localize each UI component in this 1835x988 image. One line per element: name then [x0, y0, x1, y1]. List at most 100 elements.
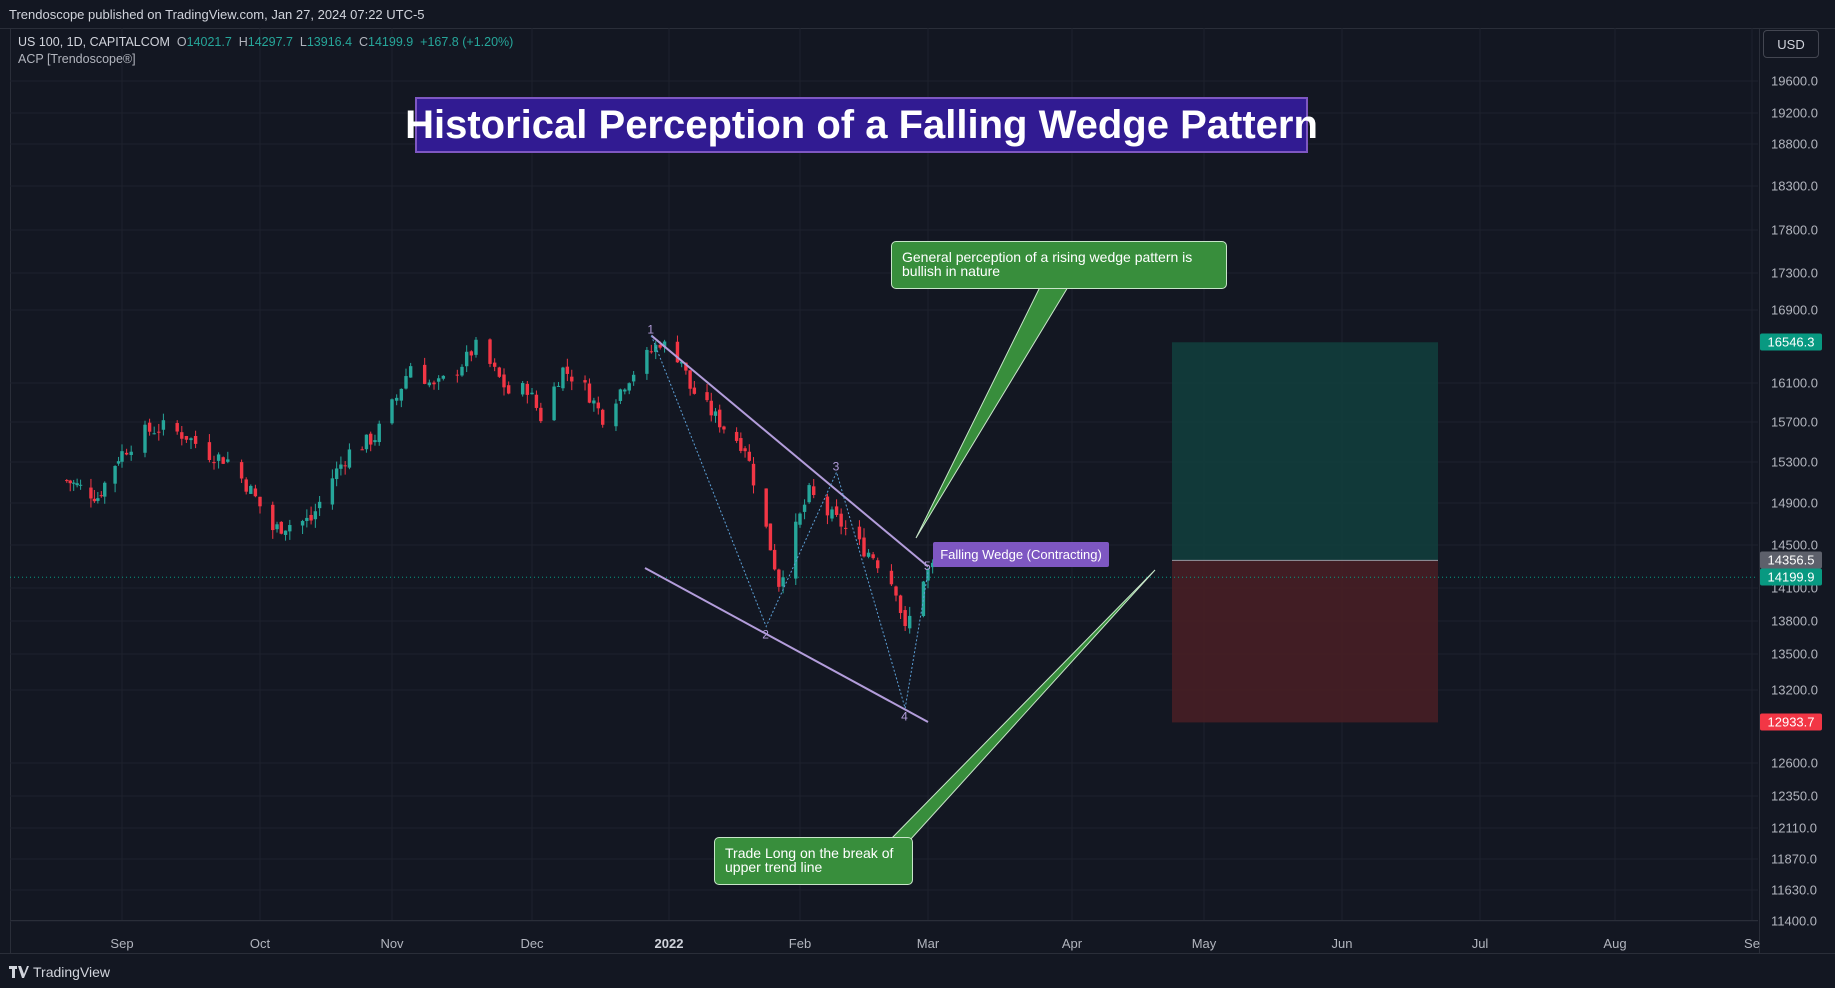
candle-body: [747, 451, 751, 461]
chart-title-box: Historical Perception of a Falling Wedge…: [405, 97, 1318, 153]
candle-body: [777, 569, 781, 587]
price-tick: 15300.0: [1771, 454, 1818, 470]
close-value: 14199.9: [368, 35, 414, 49]
candle-body: [930, 562, 935, 568]
candle-body: [460, 366, 464, 376]
pivot-label-5: 5: [924, 559, 931, 573]
candle-body: [75, 483, 79, 486]
candle-body: [399, 388, 404, 401]
low-label: L: [299, 35, 307, 49]
candle-body: [313, 511, 318, 520]
time-tick: Mar: [916, 936, 940, 951]
candle-body: [124, 452, 129, 455]
candle-body: [143, 424, 147, 453]
price-tag: 16546.3: [1760, 333, 1822, 351]
candle-body: [283, 530, 288, 535]
pivot-label-4: 4: [901, 709, 908, 723]
candle-body: [862, 537, 866, 557]
candle-body: [347, 449, 352, 468]
candle-body: [300, 521, 305, 526]
candle-body: [645, 349, 649, 374]
candle-body: [876, 560, 880, 569]
candle-body: [258, 496, 262, 507]
candle-body: [844, 527, 848, 529]
candle-body: [89, 487, 93, 499]
price-tick: 12350.0: [1771, 788, 1818, 804]
candle-body: [469, 351, 474, 356]
candle-body: [343, 465, 347, 467]
candle-body: [684, 362, 688, 371]
candle-body: [113, 465, 117, 484]
candle-body: [798, 513, 802, 525]
candle-body: [161, 420, 166, 430]
candle-body: [675, 341, 680, 363]
candle-body: [739, 438, 743, 451]
candle-body: [239, 462, 244, 479]
candle-body: [658, 344, 662, 348]
candle-body: [556, 385, 561, 387]
candle-body: [601, 409, 605, 425]
candle-body: [193, 435, 198, 444]
candle-body: [618, 389, 623, 401]
candle-body: [894, 586, 898, 596]
candle-body: [147, 422, 152, 432]
candle-body: [734, 431, 739, 441]
indicator-name[interactable]: ACP [Trendoscope®]: [18, 52, 136, 66]
candle-body: [71, 482, 76, 484]
candle-body: [631, 374, 636, 382]
symbol-name[interactable]: US 100, 1D, CAPITALCOM: [18, 35, 170, 49]
candle-body: [802, 504, 807, 512]
candle-body: [857, 526, 862, 540]
candle-body: [309, 514, 313, 521]
candle-body: [364, 434, 369, 450]
price-axis[interactable]: [1759, 28, 1835, 953]
price-tick: 16900.0: [1771, 302, 1818, 318]
candle-body: [360, 449, 364, 451]
candle-body: [623, 389, 627, 392]
candle-body: [455, 374, 460, 376]
candle-body: [422, 364, 427, 384]
candle-body: [627, 383, 631, 391]
candle-body: [525, 383, 530, 395]
candle-body: [92, 498, 97, 502]
price-tick: 19600.0: [1771, 73, 1818, 89]
price-tag: 14199.9: [1760, 568, 1822, 586]
candle-body: [768, 523, 773, 551]
candle-body: [317, 501, 322, 509]
high-label: H: [238, 35, 248, 49]
callout-general-perception: General perception of a rising wedge pat…: [891, 241, 1227, 289]
candle-body: [436, 378, 441, 382]
upper-trendline: [650, 334, 929, 568]
candle-body: [692, 387, 697, 394]
candle-body: [926, 569, 930, 581]
candle-body: [221, 457, 225, 464]
pattern-label: Falling Wedge (Contracting): [933, 542, 1109, 567]
price-tick: 11870.0: [1771, 851, 1818, 867]
publish-header: Trendoscope published on TradingView.com…: [0, 0, 1835, 29]
tradingview-logo[interactable]: TradingView: [9, 964, 110, 980]
currency-button[interactable]: USD: [1763, 30, 1819, 58]
candle-body: [688, 370, 692, 389]
price-tick: 11400.0: [1771, 913, 1818, 929]
time-axis[interactable]: [10, 920, 1758, 954]
candle-body: [394, 397, 399, 401]
candle-body: [207, 442, 212, 460]
risk-reward-zones: [10, 342, 1758, 723]
candle-body: [614, 403, 618, 427]
candle-body: [464, 351, 469, 367]
candle-body: [377, 423, 381, 443]
candle-body: [898, 595, 903, 614]
time-tick: Se: [1744, 936, 1760, 951]
candle-body: [216, 454, 221, 461]
candle-body: [249, 485, 253, 494]
candle-body: [679, 361, 684, 364]
candle-body: [539, 407, 543, 422]
chart-pane[interactable]: [10, 28, 1760, 953]
candle-body: [718, 409, 722, 428]
candle-body: [279, 521, 283, 534]
candle-body: [175, 423, 179, 432]
pivot-label-1: 1: [647, 323, 654, 337]
candle-body: [497, 367, 502, 377]
candle-body: [68, 480, 72, 484]
